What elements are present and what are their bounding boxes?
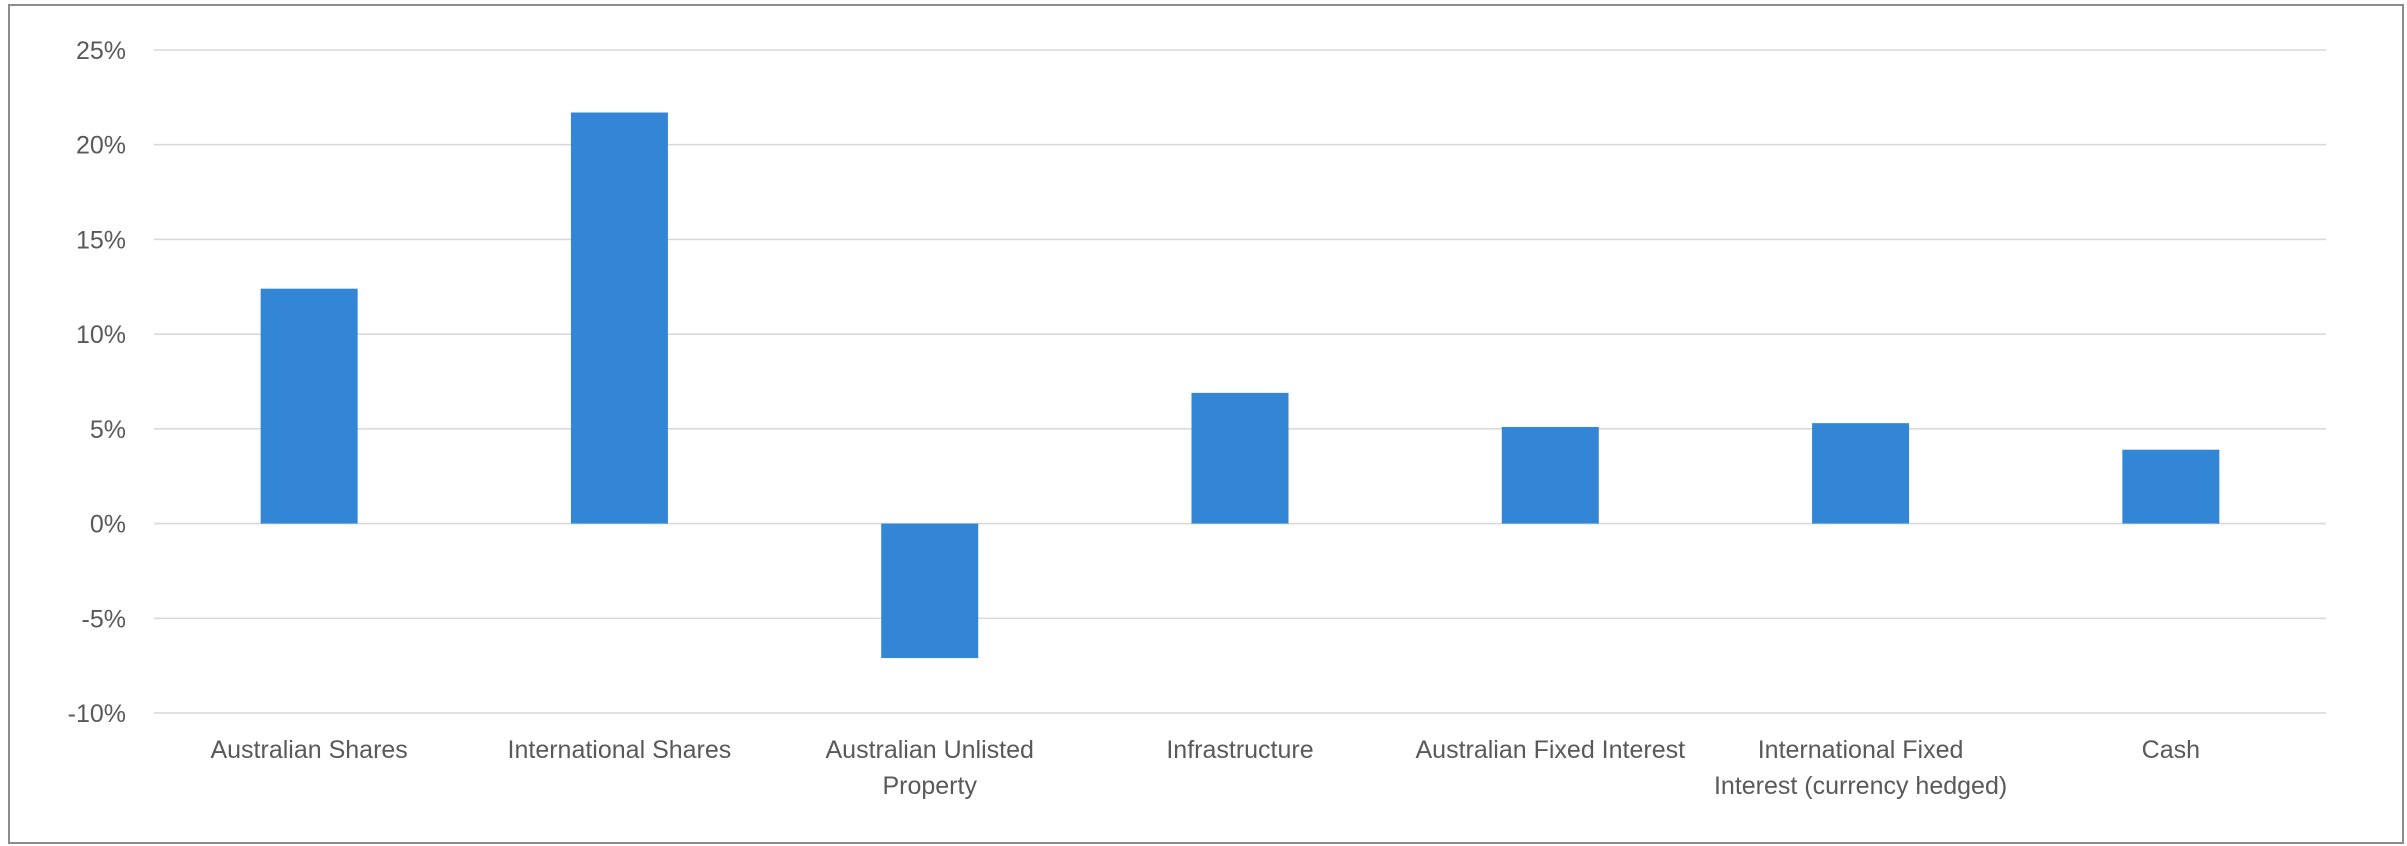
y-tick-label: 20%: [76, 132, 126, 160]
x-tick-label-line: Infrastructure: [1166, 736, 1313, 764]
y-tick-label: -10%: [68, 700, 126, 728]
x-tick-label-line: Australian Fixed Interest: [1415, 736, 1685, 764]
bar: [260, 288, 358, 524]
x-axis-tick-labels: Australian Shares International Shares Aus…: [210, 736, 2200, 800]
x-tick-label: Australian Unlisted Property: [825, 736, 1033, 800]
gridlines: [154, 49, 2326, 714]
y-tick-label: -5%: [82, 605, 126, 633]
bar: [2122, 449, 2220, 524]
x-tick-label: Australian Fixed Interest: [1415, 736, 1685, 764]
y-tick-label: 5%: [90, 416, 126, 444]
x-tick-label: International Shares: [508, 736, 732, 764]
bars: [260, 112, 2220, 659]
x-tick-label-line: International Fixed: [1758, 736, 1964, 764]
x-tick-label-line: Property: [882, 772, 977, 800]
x-tick-label-line: Australian Shares: [210, 736, 407, 764]
y-tick-label: 25%: [76, 37, 126, 65]
bar: [1812, 423, 1910, 524]
x-tick-label-line: Interest (currency hedged): [1714, 772, 2007, 800]
bar: [570, 112, 668, 524]
x-tick-label: Cash: [2142, 736, 2200, 764]
chart-frame: 25% 20% 15% 10% 5% 0% -5% -10% Australian Share…: [8, 4, 2404, 844]
bar-chart: 25% 20% 15% 10% 5% 0% -5% -10% Australian Share…: [68, 37, 2326, 800]
y-tick-label: 0%: [90, 511, 126, 539]
bar: [1501, 426, 1599, 524]
x-tick-label: Australian Shares: [210, 736, 407, 764]
x-tick-label-line: Cash: [2142, 736, 2200, 764]
x-tick-label: Infrastructure: [1166, 736, 1313, 764]
x-tick-label-line: Australian Unlisted: [825, 736, 1033, 764]
y-axis-tick-labels: 25% 20% 15% 10% 5% 0% -5% -10%: [68, 37, 126, 728]
y-tick-label: 15%: [76, 226, 126, 254]
x-tick-label-line: International Shares: [508, 736, 732, 764]
bar: [881, 523, 979, 659]
y-tick-label: 10%: [76, 321, 126, 349]
bar: [1191, 392, 1289, 524]
x-tick-label: International Fixed Interest (currency he…: [1714, 736, 2007, 800]
